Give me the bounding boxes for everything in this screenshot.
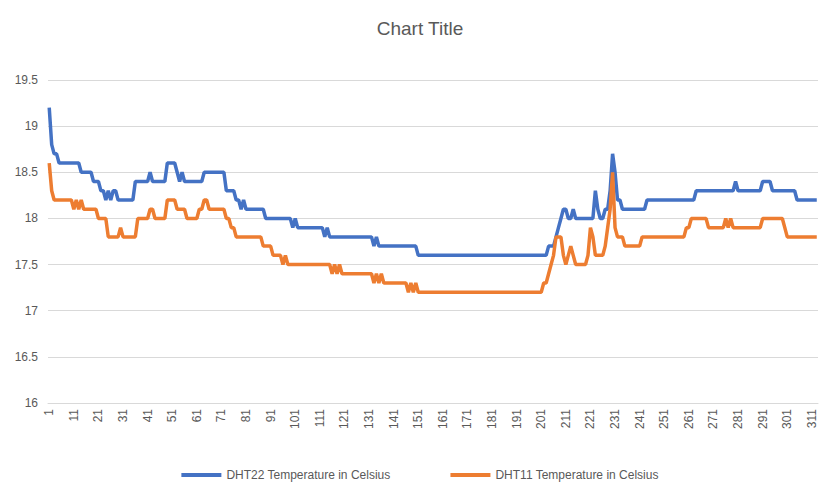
svg-text:41: 41	[141, 409, 155, 423]
svg-text:111: 111	[313, 409, 327, 428]
svg-text:241: 241	[633, 409, 647, 429]
svg-text:19: 19	[25, 119, 39, 133]
svg-text:281: 281	[731, 409, 745, 429]
svg-text:17: 17	[25, 304, 39, 318]
svg-text:81: 81	[239, 409, 253, 423]
svg-text:231: 231	[608, 409, 622, 429]
svg-text:1: 1	[42, 409, 56, 416]
svg-text:11: 11	[67, 409, 81, 422]
svg-text:16: 16	[25, 396, 39, 410]
svg-text:91: 91	[264, 409, 278, 423]
svg-text:181: 181	[485, 409, 499, 429]
svg-text:261: 261	[682, 409, 696, 429]
svg-text:291: 291	[756, 409, 770, 429]
svg-text:51: 51	[165, 409, 179, 423]
svg-text:101: 101	[288, 409, 302, 429]
svg-text:161: 161	[436, 409, 450, 429]
svg-text:61: 61	[190, 409, 204, 423]
svg-text:18.5: 18.5	[15, 165, 39, 179]
svg-text:201: 201	[534, 409, 548, 429]
svg-text:16.5: 16.5	[15, 350, 39, 364]
svg-text:121: 121	[337, 409, 351, 429]
svg-text:271: 271	[706, 409, 720, 429]
svg-text:Chart Title: Chart Title	[377, 18, 464, 39]
svg-text:131: 131	[362, 409, 376, 429]
svg-text:31: 31	[116, 409, 130, 423]
svg-text:19.5: 19.5	[15, 73, 39, 87]
svg-text:171: 171	[460, 409, 474, 429]
svg-text:151: 151	[411, 409, 425, 429]
svg-text:17.5: 17.5	[15, 258, 39, 272]
svg-text:21: 21	[91, 409, 105, 423]
svg-text:221: 221	[583, 409, 597, 429]
svg-text:301: 301	[780, 409, 794, 429]
svg-text:71: 71	[214, 409, 228, 423]
svg-text:DHT11 Temperature in Celsius: DHT11 Temperature in Celsius	[495, 468, 658, 482]
svg-text:191: 191	[510, 409, 524, 429]
svg-text:211: 211	[559, 409, 573, 428]
svg-text:251: 251	[657, 409, 671, 429]
svg-text:DHT22 Temperature in Celsius: DHT22 Temperature in Celsius	[226, 468, 390, 482]
svg-text:18: 18	[25, 211, 39, 225]
svg-text:311: 311	[805, 409, 819, 428]
svg-text:141: 141	[387, 409, 401, 429]
